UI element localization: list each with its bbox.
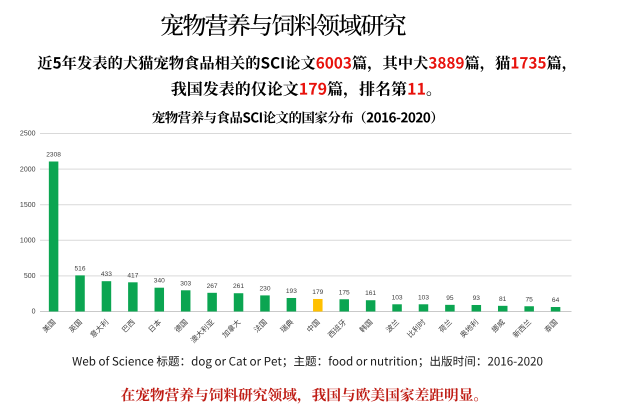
svg-text:175: 175 — [339, 289, 350, 296]
svg-text:81: 81 — [499, 296, 507, 303]
svg-text:75: 75 — [526, 296, 534, 303]
svg-text:93: 93 — [473, 295, 481, 302]
svg-text:103: 103 — [418, 294, 429, 301]
svg-text:161: 161 — [365, 290, 376, 297]
svg-text:303: 303 — [180, 280, 191, 287]
svg-text:433: 433 — [101, 271, 112, 278]
svg-text:1000: 1000 — [20, 238, 36, 245]
svg-text:2500: 2500 — [20, 131, 36, 138]
svg-text:179: 179 — [312, 289, 323, 296]
svg-text:103: 103 — [392, 294, 403, 301]
svg-text:500: 500 — [24, 273, 36, 280]
svg-text:2308: 2308 — [46, 152, 61, 159]
svg-text:2000: 2000 — [20, 166, 36, 173]
svg-text:0: 0 — [32, 309, 36, 316]
svg-text:340: 340 — [154, 278, 165, 285]
svg-text:193: 193 — [286, 288, 297, 295]
svg-text:267: 267 — [207, 283, 218, 290]
svg-text:516: 516 — [74, 265, 85, 272]
svg-text:230: 230 — [259, 285, 270, 292]
svg-text:417: 417 — [127, 272, 138, 279]
svg-text:64: 64 — [552, 297, 560, 304]
svg-text:95: 95 — [446, 295, 454, 302]
svg-text:1500: 1500 — [20, 202, 36, 209]
svg-text:261: 261 — [233, 283, 244, 290]
